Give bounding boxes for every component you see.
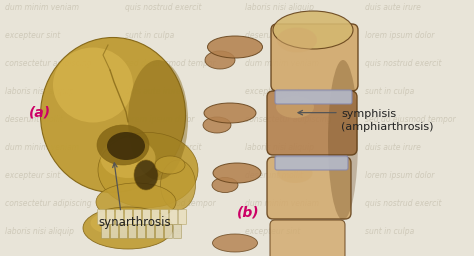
- Text: sunt in culpa: sunt in culpa: [365, 87, 414, 96]
- Text: duis aute irure: duis aute irure: [125, 227, 181, 236]
- FancyBboxPatch shape: [98, 209, 106, 225]
- Ellipse shape: [161, 160, 195, 210]
- Ellipse shape: [276, 96, 314, 118]
- Text: quis nostrud exercit: quis nostrud exercit: [365, 199, 441, 208]
- Text: lorem ipsum dolor: lorem ipsum dolor: [125, 115, 194, 124]
- Text: sunt in culpa: sunt in culpa: [125, 171, 174, 180]
- Ellipse shape: [205, 51, 235, 69]
- FancyBboxPatch shape: [134, 209, 142, 225]
- Text: sed do eiusmod tempor: sed do eiusmod tempor: [125, 199, 216, 208]
- Text: dum minim veniam: dum minim veniam: [245, 199, 319, 208]
- Ellipse shape: [134, 160, 158, 190]
- Text: quis nostrud exercit: quis nostrud exercit: [125, 3, 201, 12]
- Text: dum minim veniam: dum minim veniam: [245, 59, 319, 68]
- FancyBboxPatch shape: [116, 209, 124, 225]
- Ellipse shape: [277, 27, 317, 52]
- Text: excepteur sint: excepteur sint: [245, 87, 300, 96]
- Text: sed do eiusmod tempor: sed do eiusmod tempor: [365, 115, 456, 124]
- Ellipse shape: [53, 48, 133, 123]
- Ellipse shape: [208, 36, 263, 58]
- Ellipse shape: [40, 37, 185, 193]
- FancyBboxPatch shape: [173, 225, 182, 239]
- Text: consectetur adipiscing: consectetur adipiscing: [5, 59, 91, 68]
- Text: sunt in culpa: sunt in culpa: [365, 227, 414, 236]
- Ellipse shape: [212, 177, 238, 193]
- FancyBboxPatch shape: [275, 90, 352, 104]
- Text: sed do eiusmod tempor: sed do eiusmod tempor: [125, 59, 216, 68]
- FancyBboxPatch shape: [161, 209, 168, 225]
- Ellipse shape: [273, 11, 353, 49]
- Ellipse shape: [212, 234, 257, 252]
- FancyBboxPatch shape: [101, 225, 109, 239]
- Text: consectetur adipiscing: consectetur adipiscing: [5, 199, 91, 208]
- FancyBboxPatch shape: [275, 156, 348, 170]
- Text: sunt in culpa: sunt in culpa: [125, 31, 174, 40]
- Text: laboris nisi aliquip: laboris nisi aliquip: [5, 87, 74, 96]
- Ellipse shape: [107, 132, 145, 160]
- FancyBboxPatch shape: [119, 225, 128, 239]
- Text: laboris nisi aliquip: laboris nisi aliquip: [245, 143, 314, 152]
- Ellipse shape: [277, 163, 312, 183]
- Text: excepteur sint: excepteur sint: [245, 227, 300, 236]
- Text: consectetur adipiscing: consectetur adipiscing: [245, 115, 332, 124]
- Ellipse shape: [155, 156, 185, 174]
- Text: quis nostrud exercit: quis nostrud exercit: [365, 59, 441, 68]
- Ellipse shape: [91, 212, 136, 234]
- FancyBboxPatch shape: [271, 24, 358, 91]
- Text: dum minim veniam: dum minim veniam: [5, 143, 79, 152]
- Text: dum minim veniam: dum minim veniam: [5, 3, 79, 12]
- Text: symphisis
(amphiarthrosis): symphisis (amphiarthrosis): [341, 109, 434, 132]
- Ellipse shape: [100, 138, 155, 178]
- Ellipse shape: [98, 133, 198, 208]
- Text: duis aute irure: duis aute irure: [125, 87, 181, 96]
- Text: lorem ipsum dolor: lorem ipsum dolor: [365, 31, 434, 40]
- FancyBboxPatch shape: [155, 225, 164, 239]
- Text: duis aute irure: duis aute irure: [365, 3, 421, 12]
- FancyBboxPatch shape: [128, 225, 137, 239]
- FancyBboxPatch shape: [146, 225, 155, 239]
- Ellipse shape: [128, 60, 188, 180]
- Text: lorem ipsum dolor: lorem ipsum dolor: [365, 171, 434, 180]
- Text: (b): (b): [237, 206, 260, 219]
- FancyBboxPatch shape: [110, 225, 118, 239]
- FancyBboxPatch shape: [143, 209, 151, 225]
- FancyBboxPatch shape: [267, 91, 357, 155]
- Text: deserunt mollit: deserunt mollit: [245, 31, 303, 40]
- FancyBboxPatch shape: [267, 157, 351, 219]
- FancyBboxPatch shape: [170, 209, 177, 225]
- Text: laboris nisi aliquip: laboris nisi aliquip: [245, 3, 314, 12]
- FancyBboxPatch shape: [107, 209, 115, 225]
- Text: deserunt mollit: deserunt mollit: [245, 171, 303, 180]
- Ellipse shape: [213, 163, 261, 183]
- Text: laboris nisi aliquip: laboris nisi aliquip: [5, 227, 74, 236]
- Text: quis nostrud exercit: quis nostrud exercit: [125, 143, 201, 152]
- FancyBboxPatch shape: [152, 209, 159, 225]
- FancyBboxPatch shape: [179, 209, 186, 225]
- Text: excepteur sint: excepteur sint: [5, 171, 60, 180]
- Ellipse shape: [83, 207, 173, 249]
- FancyBboxPatch shape: [270, 220, 345, 256]
- FancyBboxPatch shape: [137, 225, 146, 239]
- Text: synarthrosis: synarthrosis: [99, 216, 172, 229]
- Ellipse shape: [203, 117, 231, 133]
- Text: excepteur sint: excepteur sint: [5, 31, 60, 40]
- FancyBboxPatch shape: [164, 225, 173, 239]
- Text: duis aute irure: duis aute irure: [365, 143, 421, 152]
- Ellipse shape: [97, 125, 149, 165]
- FancyBboxPatch shape: [125, 209, 133, 225]
- Ellipse shape: [204, 103, 256, 123]
- Ellipse shape: [96, 183, 176, 221]
- Ellipse shape: [328, 60, 358, 220]
- Text: (a): (a): [28, 106, 51, 120]
- Text: deserunt mollit: deserunt mollit: [5, 115, 63, 124]
